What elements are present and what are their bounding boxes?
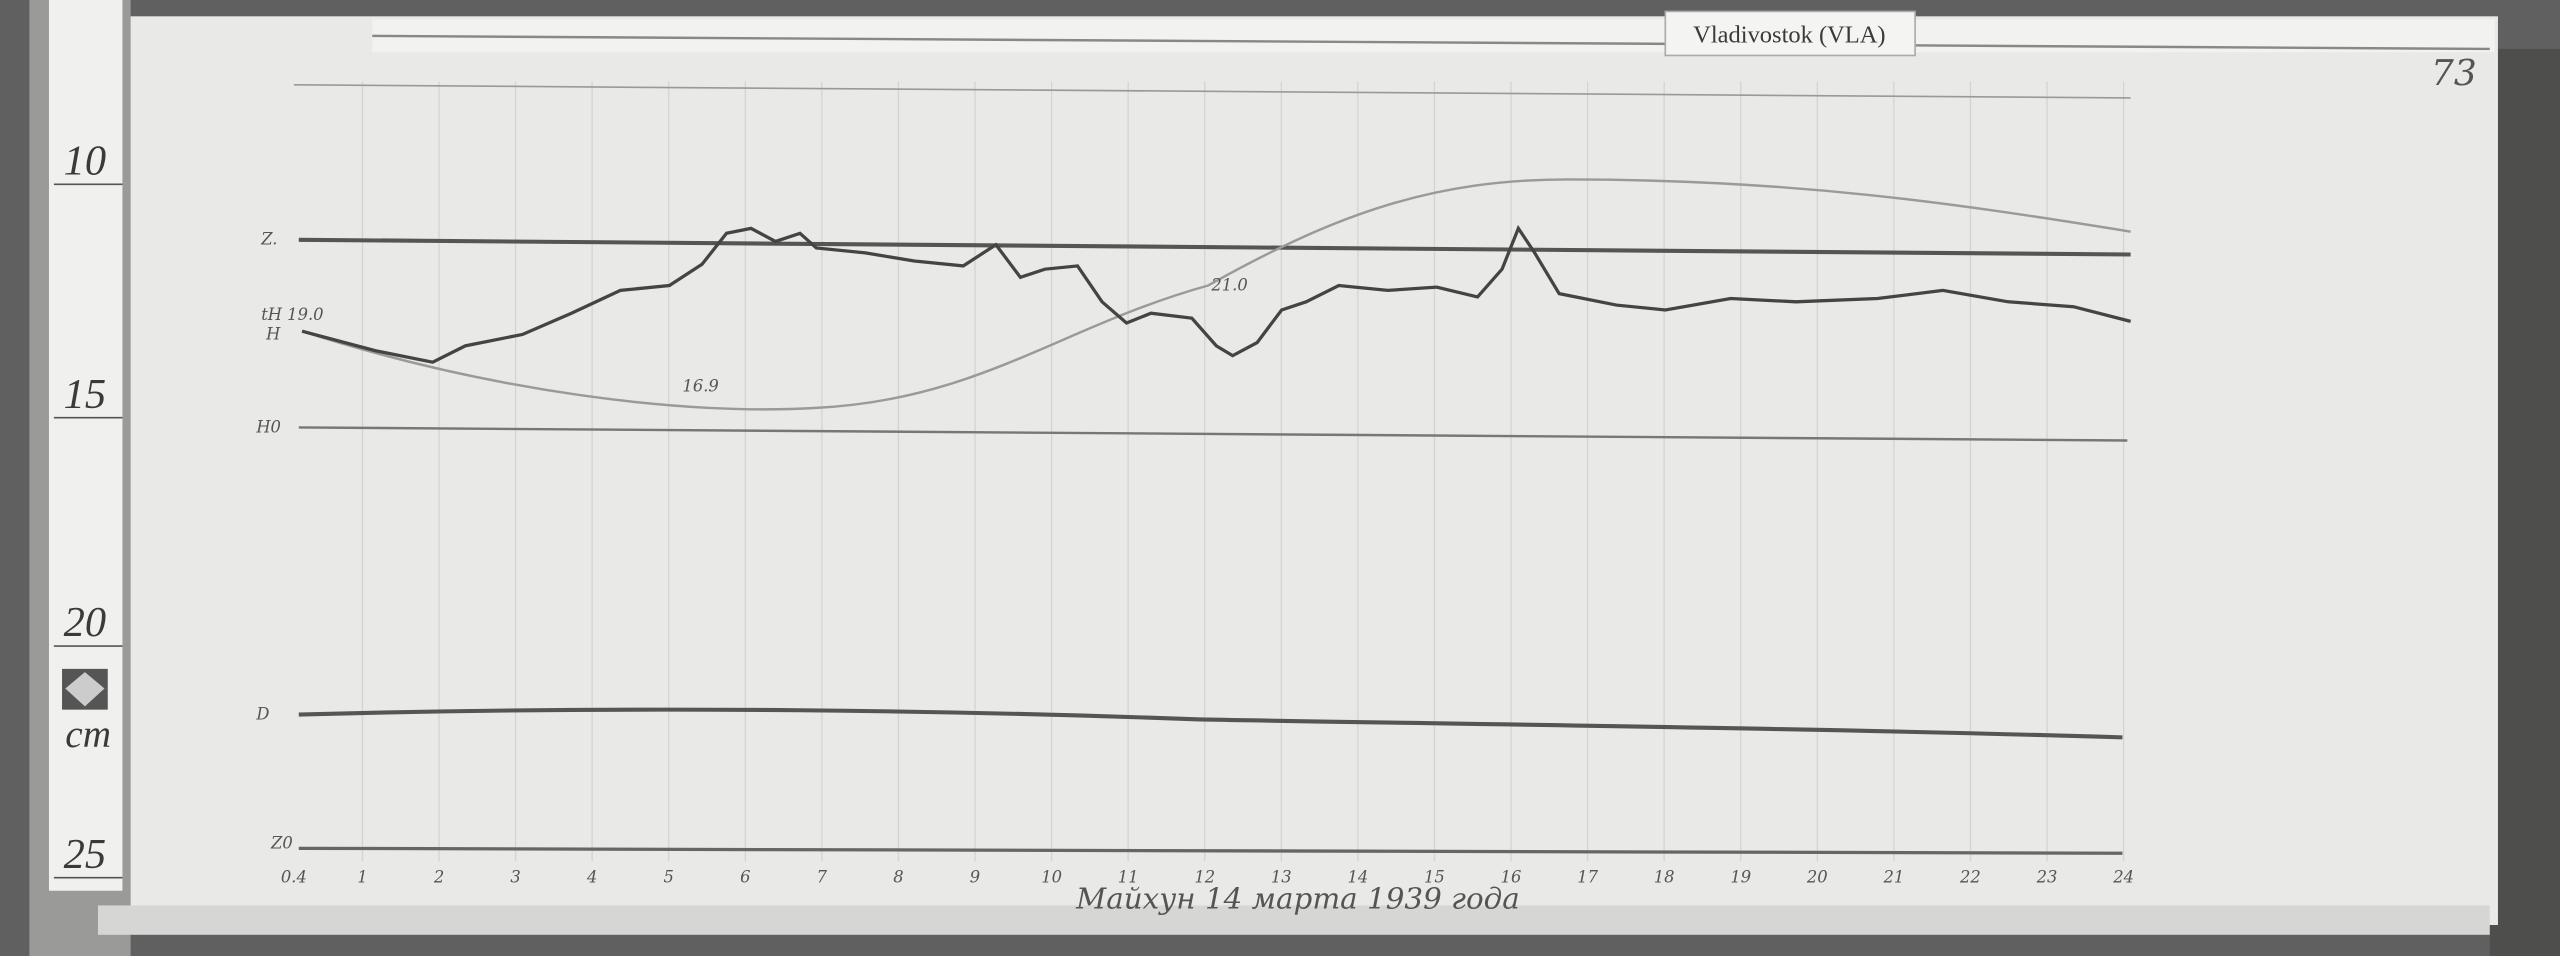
h0-baseline (298, 426, 2128, 442)
caption: Майхун 14 марта 1939 года (1075, 882, 1520, 916)
hour-label: 23 (2036, 868, 2058, 887)
hour-label: 7 (817, 868, 828, 887)
hour-label: 4 (586, 868, 597, 887)
hour-label: 9 (970, 868, 980, 887)
hour-label: 0.4 (281, 868, 307, 887)
page-number: 73 (2431, 53, 2477, 94)
hour-grid (361, 81, 2125, 862)
temp-max-label: 21.0 (1210, 275, 1247, 294)
h-temp-label: tH 19.0 (261, 305, 323, 324)
h-trace (301, 224, 2132, 364)
paper (130, 16, 2498, 926)
hour-label: 15 (1424, 868, 1445, 887)
ruler-mark: 20 (64, 599, 106, 646)
temp-min-label: 16.9 (682, 377, 718, 396)
hour-label: 17 (1577, 868, 1598, 887)
hour-label: 18 (1654, 868, 1675, 887)
hour-label: 22 (1959, 868, 1981, 887)
hour-label: 19 (1730, 868, 1751, 887)
ruler-marks: 10 15 20 25 (53, 138, 123, 879)
strip-line (372, 34, 2490, 51)
ruler-unit: cm (65, 713, 111, 756)
d-trace (298, 707, 2123, 740)
time-axis: 0.4 1 2 3 4 5 6 7 8 9 10 11 12 13 14 15 16 17 18 19 20 21 22 23… (281, 868, 2134, 887)
top-baseline (293, 84, 2131, 99)
wood-edge (2489, 48, 2560, 956)
hour-label: 12 (1194, 868, 1215, 887)
hour-label: 10 (1041, 868, 1062, 887)
ruler-mark: 10 (64, 138, 106, 185)
z0-label: Z0 (270, 833, 293, 852)
ruler-mark: 25 (64, 831, 106, 878)
station-label-box (1664, 10, 1916, 57)
z-label: Z. (260, 230, 277, 249)
hour-label: 3 (510, 868, 520, 887)
h-label: H (265, 324, 281, 343)
hour-label: 14 (1347, 868, 1368, 887)
temperature-trace (301, 178, 2131, 411)
trace-labels: Z. tH 19.0 H 16.9 21.0 H0 D Z0 (255, 230, 1247, 853)
ruler (48, 0, 123, 891)
traces (293, 84, 2132, 855)
hour-label: 6 (740, 868, 750, 887)
z0-baseline (298, 846, 2123, 855)
hour-label: 1 (357, 868, 367, 887)
paper-bottom (97, 905, 2490, 935)
ruler-mark: 15 (64, 371, 106, 418)
station-label: Vladivostok (VLA) (1693, 21, 1885, 48)
hour-label: 21 (1882, 868, 1904, 887)
hour-label: 2 (433, 868, 444, 887)
hour-label: 5 (664, 868, 674, 887)
ruler-icon-diamond (65, 672, 105, 707)
h0-label: H0 (255, 417, 281, 436)
hour-label: 11 (1118, 868, 1139, 887)
hour-label: 8 (893, 868, 903, 887)
hour-label: 13 (1271, 868, 1292, 887)
hour-label: 20 (1806, 868, 1828, 887)
hour-label: 24 (2112, 868, 2134, 887)
ruler-icon (62, 668, 108, 710)
hour-label: 16 (1501, 868, 1522, 887)
z-trace (298, 237, 2131, 257)
d-label: D (255, 704, 269, 723)
